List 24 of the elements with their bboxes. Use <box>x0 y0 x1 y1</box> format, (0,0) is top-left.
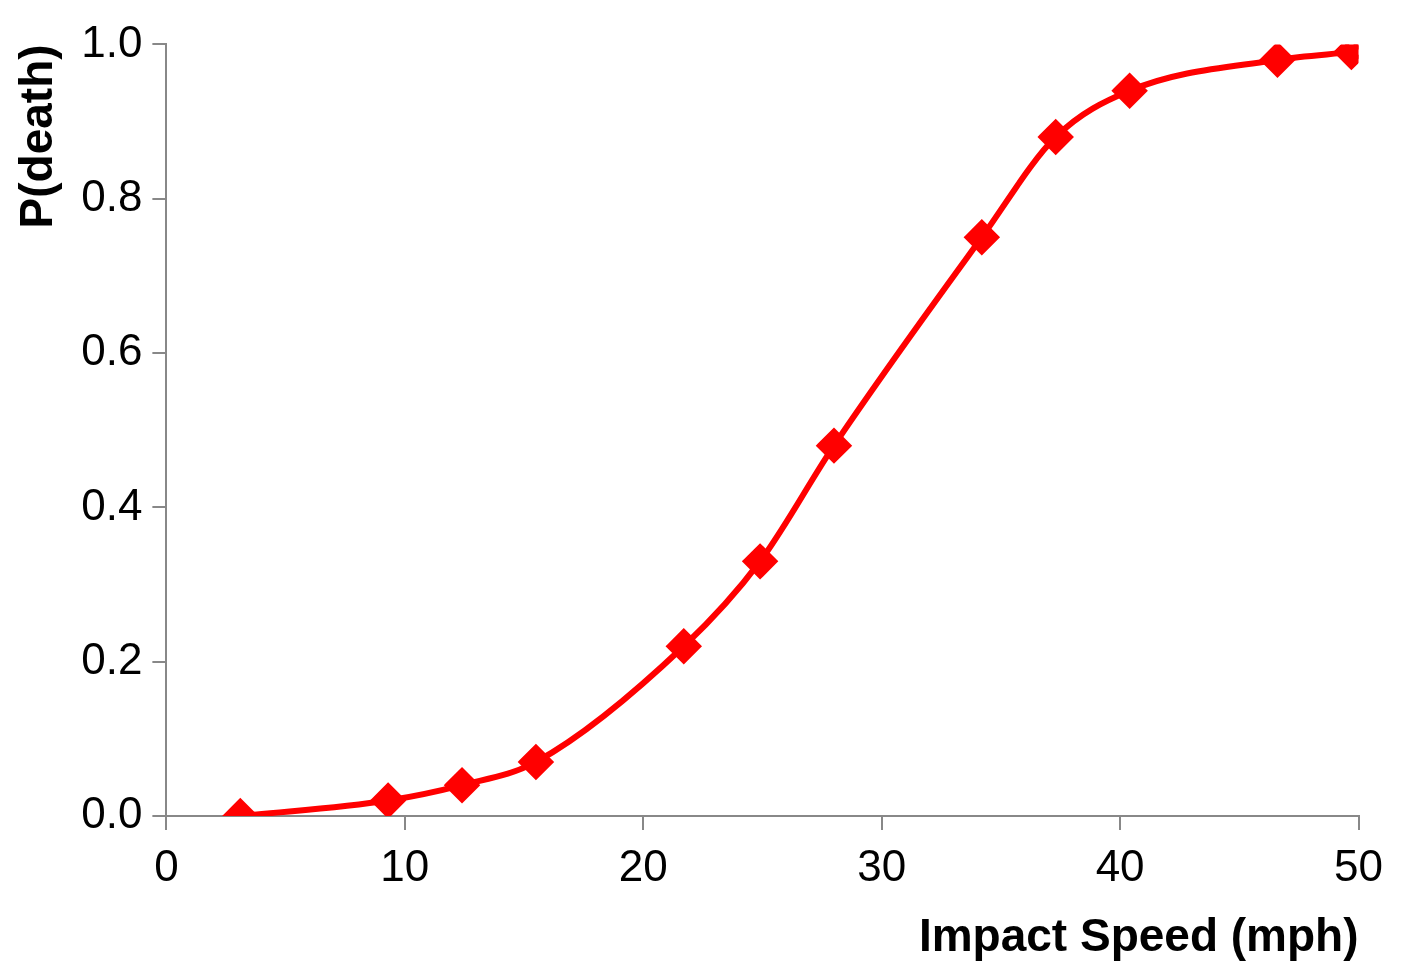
point <box>743 544 778 579</box>
point <box>964 220 999 255</box>
point <box>371 783 406 816</box>
point <box>816 428 851 463</box>
x-tick-label: 50 <box>1334 840 1384 890</box>
x-tick-label: 20 <box>618 840 668 890</box>
y-tick-label: 0.0 <box>81 788 143 838</box>
x-axis-title: Impact Speed (mph) <box>918 909 1359 962</box>
y-tick-label: 0.8 <box>81 170 143 220</box>
point <box>518 744 553 779</box>
y-tick-label: 0.4 <box>81 479 143 529</box>
y-tick-label: 1.0 <box>81 16 143 66</box>
x-tick-label: 40 <box>1095 840 1145 890</box>
x-tick-label: 30 <box>857 840 907 890</box>
point <box>445 768 480 803</box>
point <box>1112 73 1147 108</box>
point <box>1260 44 1295 77</box>
x-tick-label: 10 <box>380 840 430 890</box>
point <box>666 629 701 664</box>
y-tick-label: 0.6 <box>81 325 143 375</box>
y-axis-title: P(death) <box>10 44 63 229</box>
y-tick-label: 0.2 <box>81 633 143 683</box>
x-tick-label: 0 <box>154 840 179 890</box>
point <box>1038 119 1073 154</box>
